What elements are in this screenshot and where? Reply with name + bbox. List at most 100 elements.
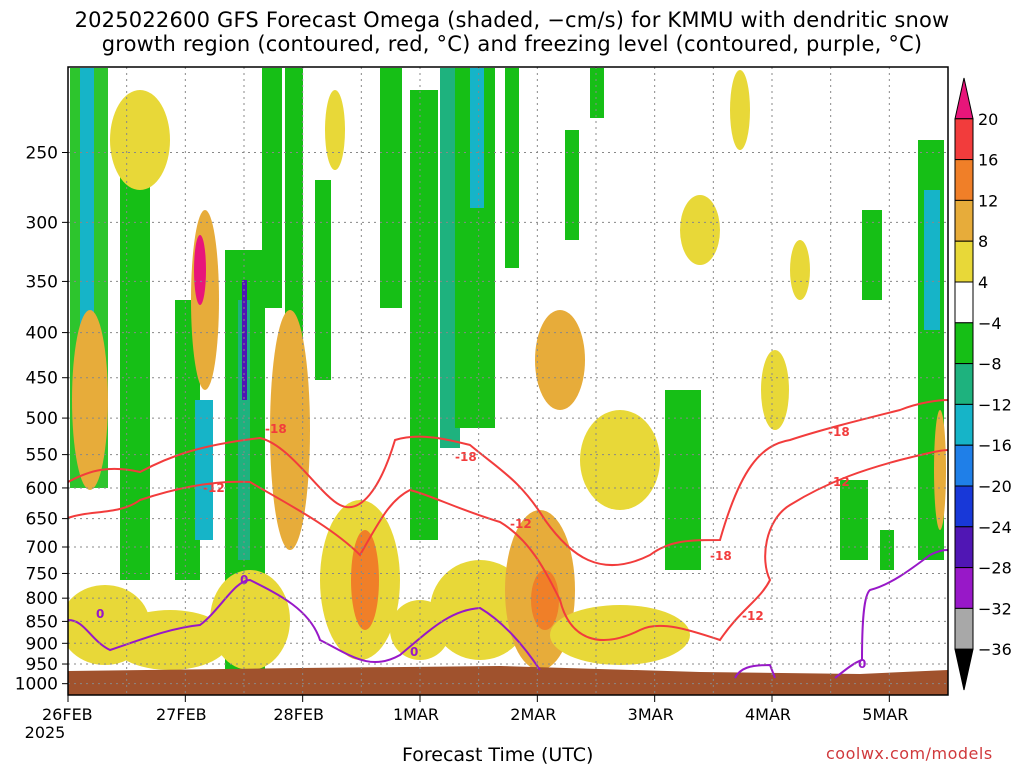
x-tick-label: 27FEB bbox=[156, 705, 207, 724]
colorbar-label: −20 bbox=[978, 477, 1012, 496]
omega-blob bbox=[790, 240, 810, 300]
y-tick-label: 900 bbox=[26, 634, 58, 654]
y-tick-label: 950 bbox=[26, 655, 58, 675]
omega-blob bbox=[315, 180, 331, 380]
colorbar-label: −24 bbox=[978, 518, 1012, 537]
omega-blob bbox=[924, 190, 940, 330]
x-year-label: 2025 bbox=[25, 723, 66, 742]
omega-blob bbox=[410, 90, 438, 540]
colorbar-swatch bbox=[954, 199, 974, 242]
omega-blob bbox=[194, 235, 206, 305]
omega-blob bbox=[590, 68, 604, 118]
colorbar-label: −36 bbox=[978, 640, 1012, 659]
omega-blob bbox=[191, 210, 219, 390]
contour-line-purple bbox=[734, 663, 776, 679]
y-tick-label: 600 bbox=[26, 479, 58, 499]
colorbar-swatch bbox=[954, 648, 974, 691]
contour-label-red: -12 bbox=[742, 609, 764, 623]
colorbar-swatch bbox=[954, 281, 974, 324]
contour-label-red: -18 bbox=[455, 450, 477, 464]
y-tick-label: 350 bbox=[26, 272, 58, 292]
colorbar-swatch bbox=[954, 567, 974, 609]
omega-blob bbox=[120, 160, 150, 580]
omega-blob bbox=[565, 130, 579, 240]
omega-blob bbox=[680, 195, 720, 265]
omega-blob bbox=[270, 310, 310, 550]
colorbar-swatch bbox=[954, 363, 974, 405]
red-contours bbox=[68, 399, 948, 642]
credit-text: coolwx.com/models bbox=[826, 744, 993, 763]
omega-blob bbox=[72, 310, 108, 490]
colorbar-label: −28 bbox=[978, 559, 1012, 578]
colorbar-swatch bbox=[954, 159, 974, 201]
y-tick-label: 700 bbox=[26, 538, 58, 558]
colorbar-swatch bbox=[954, 322, 974, 365]
omega-blob bbox=[351, 530, 379, 630]
omega-blob bbox=[210, 570, 290, 670]
omega-blob bbox=[862, 210, 882, 300]
chart-title-line2: growth region (contoured, red, °C) and f… bbox=[101, 32, 923, 56]
terrain bbox=[68, 666, 948, 695]
y-tick-label: 250 bbox=[26, 143, 58, 163]
contour-label-purple: 0 bbox=[858, 657, 866, 671]
colorbar-label: 12 bbox=[978, 191, 998, 210]
y-tick-label: 550 bbox=[26, 446, 58, 466]
y-tick-label: 500 bbox=[26, 409, 58, 429]
omega-blob bbox=[242, 280, 247, 400]
omega-blob bbox=[535, 310, 585, 410]
contour-label-purple: 0 bbox=[410, 645, 418, 659]
colorbar-label: 4 bbox=[978, 273, 988, 292]
y-tick-label: 750 bbox=[26, 564, 58, 584]
x-tick-label: 4MAR bbox=[745, 705, 791, 724]
y-tick-label: 850 bbox=[26, 612, 58, 632]
x-axis: 26FEB 27FEB 28FEB 1MAR 2MAR 3MAR 4MAR 5MAR bbox=[42, 695, 908, 724]
omega-blob bbox=[761, 350, 789, 430]
colorbar-swatch bbox=[954, 77, 974, 120]
y-tick-label: 800 bbox=[26, 589, 58, 609]
omega-blob bbox=[195, 400, 213, 540]
colorbar-swatch bbox=[954, 526, 974, 569]
colorbar-label: 16 bbox=[978, 151, 998, 170]
colorbar-swatch bbox=[954, 607, 974, 650]
contour-label-red: -12 bbox=[828, 475, 850, 489]
y-tick-label: 400 bbox=[26, 324, 58, 344]
y-axis: 2503003504004505005506006507007508008509… bbox=[15, 143, 68, 695]
colorbar: 20 16 12 8 4 −4 −8 −12 −16 −20 −24 −28 −32 −36 bbox=[954, 77, 1012, 691]
contour-label-red: -18 bbox=[828, 425, 850, 439]
colorbar-swatch bbox=[954, 240, 974, 283]
omega-shading bbox=[68, 68, 946, 670]
contour-label-red: -18 bbox=[265, 422, 287, 436]
contour-line-red bbox=[68, 399, 948, 566]
x-tick-label: 1MAR bbox=[393, 705, 439, 724]
x-tick-label: 5MAR bbox=[862, 705, 908, 724]
colorbar-swatch bbox=[954, 444, 974, 487]
y-tick-label: 1000 bbox=[15, 675, 58, 695]
x-tick-label: 28FEB bbox=[273, 705, 324, 724]
contour-label-red: -18 bbox=[710, 549, 732, 563]
plot-frame bbox=[67, 66, 949, 696]
omega-blob bbox=[840, 480, 868, 560]
colorbar-label: −4 bbox=[978, 314, 1002, 333]
colorbar-label: −32 bbox=[978, 599, 1012, 618]
omega-blob bbox=[880, 530, 894, 570]
omega-blob bbox=[730, 70, 750, 150]
x-tick-label: 26FEB bbox=[42, 705, 93, 724]
omega-blob bbox=[325, 90, 345, 170]
contour-line-purple bbox=[834, 549, 948, 679]
y-tick-label: 450 bbox=[26, 369, 58, 389]
omega-blob bbox=[580, 410, 660, 510]
x-tick-label: 2MAR bbox=[510, 705, 556, 724]
colorbar-label: 20 bbox=[978, 110, 998, 129]
colorbar-swatch bbox=[954, 485, 974, 528]
chart-title-line1: 2025022600 GFS Forecast Omega (shaded, −… bbox=[74, 8, 950, 32]
omega-blob bbox=[550, 605, 690, 665]
colorbar-swatch bbox=[954, 403, 974, 446]
y-tick-label: 650 bbox=[26, 510, 58, 530]
omega-blob bbox=[430, 560, 530, 660]
colorbar-label: −12 bbox=[978, 395, 1012, 414]
omega-blob bbox=[934, 410, 946, 530]
contour-label-purple: 0 bbox=[96, 607, 104, 621]
colorbar-label: 8 bbox=[978, 232, 988, 251]
contour-label-purple: 0 bbox=[240, 573, 248, 587]
